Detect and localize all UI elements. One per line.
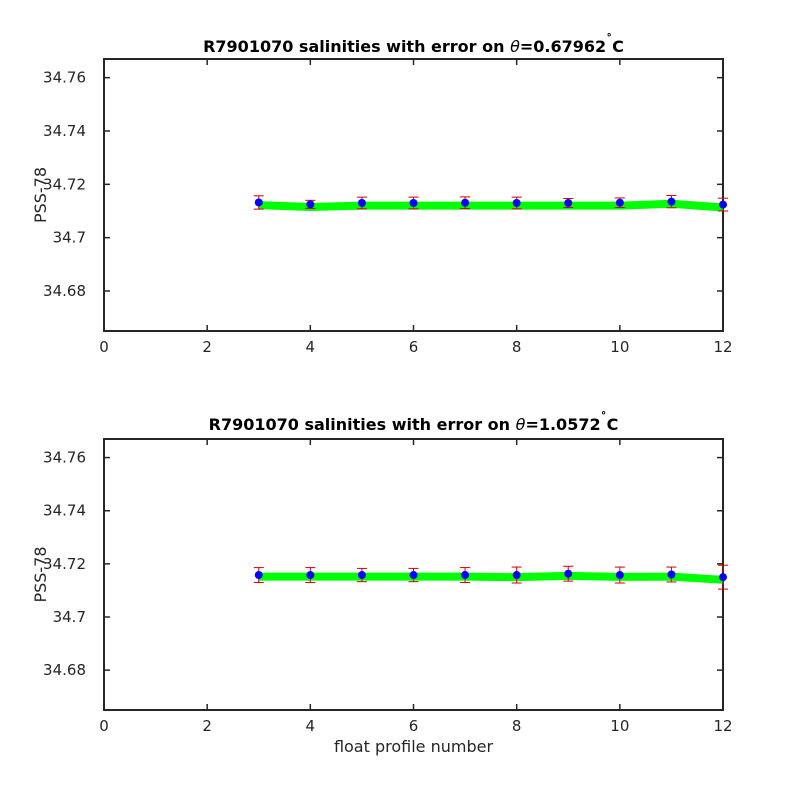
data-point <box>615 198 624 207</box>
y-axis-label: PSS-78 <box>31 167 50 223</box>
title-degree: ˚ <box>606 32 612 47</box>
data-point <box>719 200 727 209</box>
data-point <box>409 571 418 580</box>
data-point <box>719 573 727 582</box>
x-tick-label: 0 <box>99 338 109 356</box>
x-tick-label: 10 <box>610 338 629 356</box>
chart-title: R7901070 salinities with error on θ=1.05… <box>209 410 619 434</box>
chart-panel-2: 0 2 4 6 8 10 12 34.68 34.7 34.72 34.74 34.76 PSS-78 f… <box>31 410 733 756</box>
x-tick-label: 6 <box>409 717 419 735</box>
data-point <box>357 199 366 207</box>
data-point <box>461 198 470 207</box>
y-tick-label: 34.74 <box>43 122 86 140</box>
y-tick-label: 34.68 <box>43 282 86 300</box>
plot-frame <box>103 58 724 332</box>
data-point <box>512 199 521 207</box>
y-tick-label: 34.72 <box>43 555 86 573</box>
y-axis-label: PSS-78 <box>31 546 50 602</box>
chart-title: R7901070 salinities with error on θ=0.67… <box>203 32 624 56</box>
data-point <box>512 571 521 580</box>
x-axis-label: float profile number <box>334 737 494 756</box>
salinity-line <box>258 571 724 584</box>
x-tick-label: 2 <box>202 717 212 735</box>
title-value: =1.0572 <box>525 415 600 434</box>
y-tick-label: 34.72 <box>43 175 86 193</box>
title-symbol: θ <box>516 415 526 434</box>
data-point <box>254 198 263 207</box>
x-tick-label: 2 <box>202 338 212 356</box>
data-point <box>306 200 315 209</box>
title-symbol: θ <box>510 37 520 56</box>
y-tick-label: 34.76 <box>43 449 86 467</box>
salinity-line <box>258 199 724 212</box>
x-tick-label: 6 <box>409 338 419 356</box>
title-text: R7901070 salinities with error on <box>209 415 516 434</box>
title-text: R7901070 salinities with error on <box>203 37 510 56</box>
x-tick-label: 0 <box>99 717 109 735</box>
data-point <box>357 571 366 580</box>
x-tick-label: 8 <box>512 717 522 735</box>
data-point <box>461 571 470 580</box>
x-tick-label: 4 <box>306 717 316 735</box>
title-unit: C <box>612 37 624 56</box>
y-tick-label: 34.68 <box>43 661 86 679</box>
x-tick-label: 4 <box>306 338 316 356</box>
data-point <box>564 199 573 207</box>
x-tick-label: 12 <box>713 717 732 735</box>
data-point <box>615 571 624 580</box>
chart-panel-1: 0 2 4 6 8 10 12 34.68 34.7 34.72 34.74 34.76 PSS-78 R… <box>31 32 733 356</box>
title-unit: C <box>607 415 619 434</box>
x-tick-label: 12 <box>713 338 732 356</box>
title-degree: ˚ <box>601 410 607 425</box>
y-tick-label: 34.76 <box>43 69 86 87</box>
data-point <box>306 571 315 580</box>
y-tick-label: 34.7 <box>53 608 86 626</box>
x-tick-label: 8 <box>512 338 522 356</box>
y-tick-label: 34.7 <box>53 229 86 247</box>
title-value: =0.67962 <box>520 37 606 56</box>
data-point <box>254 571 263 580</box>
data-point <box>409 199 418 207</box>
data-point <box>564 569 573 578</box>
y-tick-label: 34.74 <box>43 502 86 520</box>
data-point <box>667 197 676 206</box>
data-point <box>667 570 676 579</box>
x-tick-label: 10 <box>610 717 629 735</box>
